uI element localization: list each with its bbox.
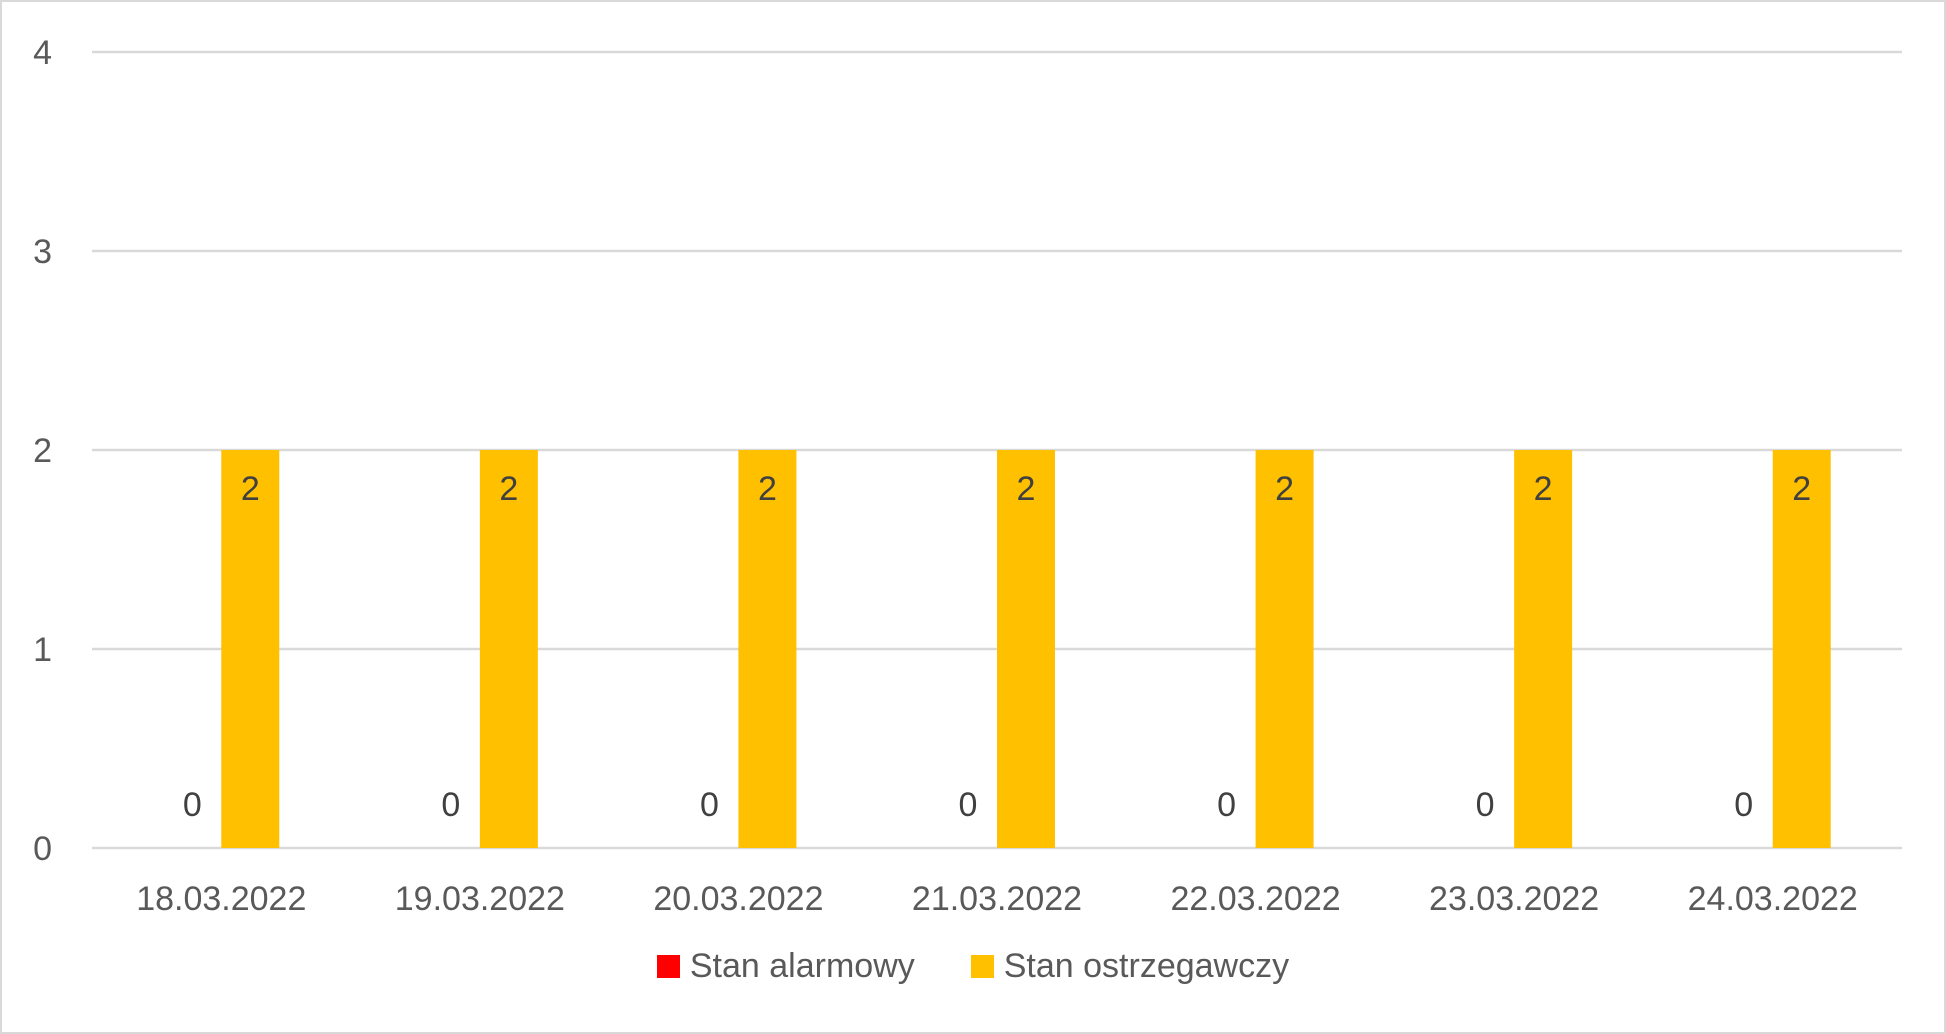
y-tick-label: 3 bbox=[33, 233, 52, 271]
bar bbox=[738, 450, 797, 848]
bar bbox=[479, 450, 538, 848]
x-tick-label: 19.03.2022 bbox=[395, 880, 565, 918]
y-tick-label: 4 bbox=[33, 34, 52, 72]
data-label: 2 bbox=[1275, 470, 1294, 508]
x-tick-label: 22.03.2022 bbox=[1170, 880, 1340, 918]
data-label: 0 bbox=[959, 786, 978, 824]
y-tick-label: 0 bbox=[33, 830, 52, 868]
data-label: 0 bbox=[1217, 786, 1236, 824]
bar bbox=[1772, 450, 1831, 848]
y-tick-label: 1 bbox=[33, 631, 52, 669]
data-label: 2 bbox=[1017, 470, 1036, 508]
data-label: 2 bbox=[758, 470, 777, 508]
legend-label-alarm: Stan alarmowy bbox=[689, 947, 915, 985]
x-tick-label: 18.03.2022 bbox=[136, 880, 306, 918]
bar bbox=[1514, 450, 1573, 848]
data-label: 0 bbox=[1734, 786, 1753, 824]
data-label: 2 bbox=[241, 470, 260, 508]
y-tick-label: 2 bbox=[33, 432, 52, 470]
data-label: 2 bbox=[499, 470, 518, 508]
data-label: 2 bbox=[1792, 470, 1811, 508]
legend-swatch-alarm bbox=[656, 955, 680, 978]
bar bbox=[1255, 450, 1314, 848]
data-label: 0 bbox=[700, 786, 719, 824]
bar bbox=[997, 450, 1055, 848]
data-label: 2 bbox=[1534, 470, 1553, 508]
legend-swatch-warning bbox=[970, 955, 994, 978]
legend: Stan alarmowy Stan ostrzegawczy bbox=[2, 947, 1944, 986]
data-label: 0 bbox=[1476, 786, 1495, 824]
x-tick-label: 23.03.2022 bbox=[1429, 880, 1599, 918]
bar bbox=[221, 450, 280, 848]
x-tick-label: 24.03.2022 bbox=[1688, 880, 1858, 918]
legend-item-warning: Stan ostrzegawczy bbox=[970, 947, 1290, 986]
x-tick-label: 20.03.2022 bbox=[653, 880, 823, 918]
legend-item-alarm: Stan alarmowy bbox=[656, 947, 915, 986]
data-label: 0 bbox=[441, 786, 460, 824]
data-label: 0 bbox=[183, 786, 202, 824]
x-tick-label: 21.03.2022 bbox=[912, 880, 1082, 918]
legend-label-warning: Stan ostrzegawczy bbox=[1003, 947, 1290, 985]
